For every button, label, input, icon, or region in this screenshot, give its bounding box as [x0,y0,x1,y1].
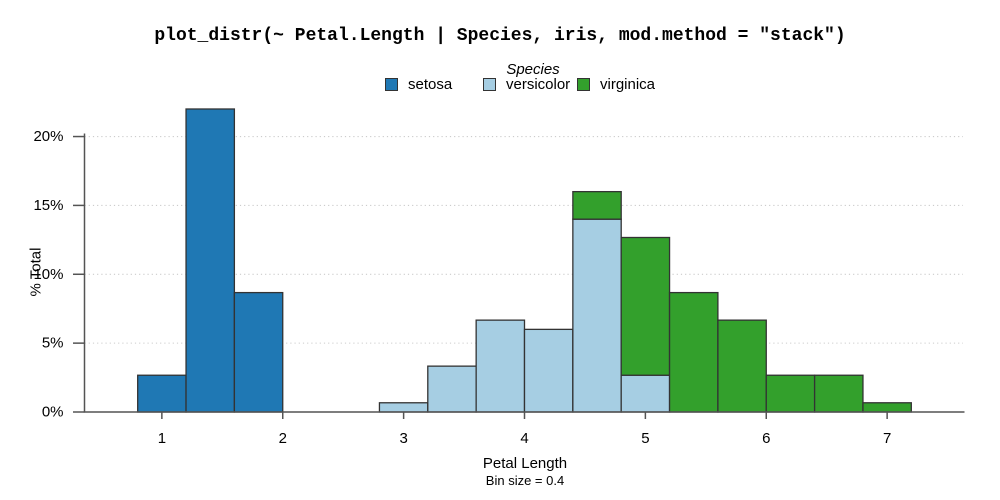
legend-item-setosa: setosa [385,77,452,92]
legend-label-versicolor: versicolor [506,76,571,93]
bar-versicolor [572,218,622,413]
x-tick-label: 3 [399,430,407,447]
bar-versicolor [427,365,477,413]
x-tick-label: 6 [762,430,770,447]
versicolor-swatch-icon [483,78,496,91]
bar-versicolor [620,374,671,413]
x-tick-label: 1 [158,430,166,447]
bar-virginica [668,291,719,413]
y-tick-label: 15% [33,197,63,214]
x-tick-label: 7 [883,430,891,447]
y-tick-label: 20% [33,128,63,145]
bar-virginica [717,319,767,413]
bar-virginica [765,374,816,413]
bar-virginica [572,190,622,220]
legend-item-versicolor: versicolor [483,77,570,92]
virginica-swatch-icon [577,78,590,91]
x-tick-label: 5 [641,430,649,447]
bar-virginica [620,236,671,376]
bar-setosa [137,374,187,413]
bar-virginica [862,402,912,413]
y-tick-label: 5% [42,335,64,352]
x-tick-label: 4 [520,430,528,447]
bar-virginica [813,374,864,413]
legend-title: Species [506,61,560,78]
legend-label-virginica: virginica [600,76,656,93]
y-tick-label: 0% [42,404,64,421]
setosa-swatch-icon [385,78,398,91]
bar-setosa [233,291,284,413]
x-axis-label: Petal Length [482,455,568,472]
legend-item-virginica: virginica [577,77,655,92]
bin-size-note: Bin size = 0.4 [485,473,565,488]
bar-versicolor [378,402,429,413]
bar-versicolor [523,328,574,413]
legend-label-setosa: setosa [408,76,453,93]
y-tick-label: 10% [33,266,63,283]
x-tick-label: 2 [279,430,287,447]
bar-versicolor [475,319,526,413]
chart-title: plot_distr(~ Petal.Length | Species, iri… [154,26,846,46]
bar-setosa [185,108,236,413]
